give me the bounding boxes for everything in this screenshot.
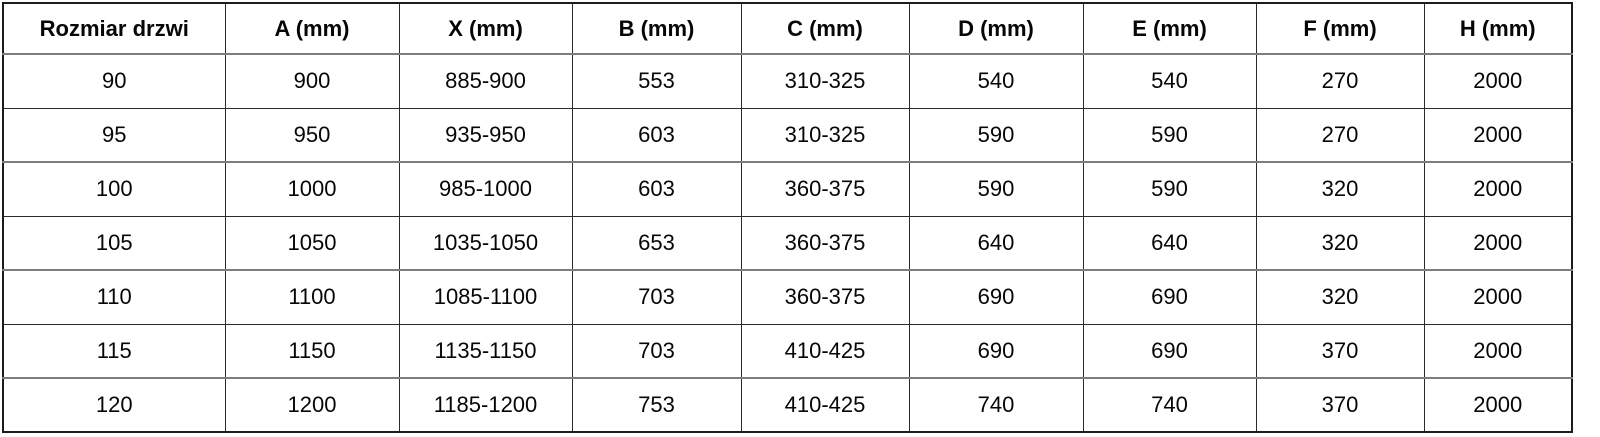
cell: 985-1000 bbox=[398, 162, 573, 216]
column-header-a: A (mm) bbox=[224, 3, 400, 54]
cell: 320 bbox=[1255, 216, 1425, 270]
column-header-f: F (mm) bbox=[1255, 3, 1425, 54]
cell: 540 bbox=[1082, 54, 1257, 108]
cell: 310-325 bbox=[740, 54, 910, 108]
cell: 1200 bbox=[224, 378, 400, 432]
column-header-h: H (mm) bbox=[1423, 3, 1573, 54]
column-header-rozmiar-drzwi: Rozmiar drzwi bbox=[2, 3, 226, 54]
cell: 105 bbox=[2, 216, 226, 270]
table-row-90: 90 900 885-900 553 310-325 540 540 270 2… bbox=[2, 54, 1573, 108]
column-header-d: D (mm) bbox=[908, 3, 1084, 54]
cell: 540 bbox=[908, 54, 1084, 108]
cell: 653 bbox=[571, 216, 742, 270]
cell: 590 bbox=[908, 162, 1084, 216]
cell: 690 bbox=[908, 324, 1084, 378]
cell: 1000 bbox=[224, 162, 400, 216]
cell: 2000 bbox=[1423, 162, 1573, 216]
cell: 120 bbox=[2, 378, 226, 432]
column-header-c: C (mm) bbox=[740, 3, 910, 54]
table-row-100: 100 1000 985-1000 603 360-375 590 590 32… bbox=[2, 162, 1573, 216]
cell: 2000 bbox=[1423, 324, 1573, 378]
cell: 935-950 bbox=[398, 108, 573, 162]
cell: 590 bbox=[1082, 162, 1257, 216]
cell: 1035-1050 bbox=[398, 216, 573, 270]
table-row-95: 95 950 935-950 603 310-325 590 590 270 2… bbox=[2, 108, 1573, 162]
cell: 360-375 bbox=[740, 216, 910, 270]
cell: 950 bbox=[224, 108, 400, 162]
cell: 640 bbox=[908, 216, 1084, 270]
cell: 410-425 bbox=[740, 324, 910, 378]
cell: 690 bbox=[1082, 324, 1257, 378]
cell: 1150 bbox=[224, 324, 400, 378]
cell: 270 bbox=[1255, 108, 1425, 162]
cell: 690 bbox=[908, 270, 1084, 324]
cell: 603 bbox=[571, 108, 742, 162]
table-row-110: 110 1100 1085-1100 703 360-375 690 690 3… bbox=[2, 270, 1573, 324]
cell: 95 bbox=[2, 108, 226, 162]
cell: 115 bbox=[2, 324, 226, 378]
cell: 1100 bbox=[224, 270, 400, 324]
cell: 90 bbox=[2, 54, 226, 108]
cell: 110 bbox=[2, 270, 226, 324]
cell: 100 bbox=[2, 162, 226, 216]
cell: 360-375 bbox=[740, 270, 910, 324]
table-row-120: 120 1200 1185-1200 753 410-425 740 740 3… bbox=[2, 378, 1573, 432]
cell: 590 bbox=[1082, 108, 1257, 162]
table-row-115: 115 1150 1135-1150 703 410-425 690 690 3… bbox=[2, 324, 1573, 378]
cell: 703 bbox=[571, 270, 742, 324]
cell: 753 bbox=[571, 378, 742, 432]
cell: 603 bbox=[571, 162, 742, 216]
cell: 703 bbox=[571, 324, 742, 378]
cell: 410-425 bbox=[740, 378, 910, 432]
cell: 900 bbox=[224, 54, 400, 108]
column-header-e: E (mm) bbox=[1082, 3, 1257, 54]
cell: 320 bbox=[1255, 162, 1425, 216]
cell: 2000 bbox=[1423, 378, 1573, 432]
cell: 590 bbox=[908, 108, 1084, 162]
cell: 370 bbox=[1255, 324, 1425, 378]
cell: 690 bbox=[1082, 270, 1257, 324]
column-header-b: B (mm) bbox=[571, 3, 742, 54]
cell: 2000 bbox=[1423, 54, 1573, 108]
cell: 1135-1150 bbox=[398, 324, 573, 378]
cell: 885-900 bbox=[398, 54, 573, 108]
cell: 2000 bbox=[1423, 216, 1573, 270]
cell: 1085-1100 bbox=[398, 270, 573, 324]
door-size-spec-table: Rozmiar drzwi A (mm) X (mm) B (mm) C (mm… bbox=[2, 2, 1573, 433]
cell: 310-325 bbox=[740, 108, 910, 162]
cell: 2000 bbox=[1423, 270, 1573, 324]
cell: 740 bbox=[1082, 378, 1257, 432]
column-header-x: X (mm) bbox=[398, 3, 573, 54]
header-row: Rozmiar drzwi A (mm) X (mm) B (mm) C (mm… bbox=[2, 3, 1573, 54]
cell: 1050 bbox=[224, 216, 400, 270]
cell: 360-375 bbox=[740, 162, 910, 216]
cell: 320 bbox=[1255, 270, 1425, 324]
cell: 2000 bbox=[1423, 108, 1573, 162]
cell: 270 bbox=[1255, 54, 1425, 108]
cell: 370 bbox=[1255, 378, 1425, 432]
cell: 740 bbox=[908, 378, 1084, 432]
cell: 1185-1200 bbox=[398, 378, 573, 432]
cell: 553 bbox=[571, 54, 742, 108]
table-row-105: 105 1050 1035-1050 653 360-375 640 640 3… bbox=[2, 216, 1573, 270]
cell: 640 bbox=[1082, 216, 1257, 270]
